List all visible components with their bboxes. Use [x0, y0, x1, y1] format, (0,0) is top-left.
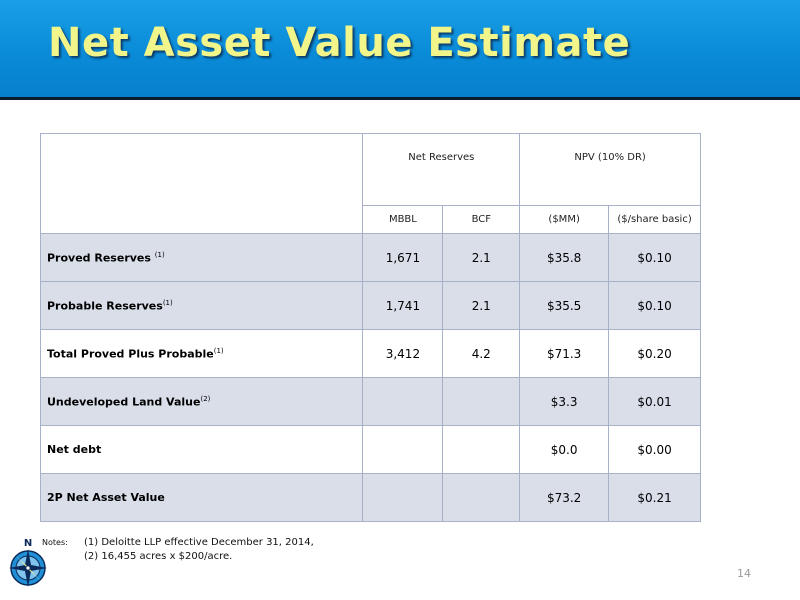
share-header: ($/share basic)	[608, 205, 701, 234]
header-blank-cell	[39, 133, 364, 234]
row-label: Probable Reserves(1)	[39, 281, 364, 330]
share-cell: $0.10	[608, 233, 701, 282]
bcf-cell	[442, 425, 521, 474]
table-row: Net debt $0.0 $0.00	[39, 425, 701, 474]
bcf-cell: 2.1	[442, 233, 521, 282]
footnote-item: (1) Deloitte LLP effective December 31, …	[84, 537, 314, 548]
row-label: Proved Reserves (1)	[39, 233, 364, 282]
table-row: Proved Reserves (1) 1,671 2.1 $35.8 $0.1…	[39, 233, 701, 282]
row-label: Undeveloped Land Value(2)	[39, 377, 364, 426]
mbbl-cell: 1,741	[362, 281, 444, 330]
table-row: Probable Reserves(1) 1,741 2.1 $35.5 $0.…	[39, 281, 701, 330]
mbbl-cell	[362, 425, 444, 474]
title-banner: Net Asset Value Estimate	[0, 0, 800, 100]
share-cell: $0.21	[608, 473, 701, 522]
mm-cell: $71.3	[519, 329, 610, 378]
table-row: 2P Net Asset Value $73.2 $0.21	[39, 473, 701, 522]
compass-north-letter: N	[24, 538, 32, 549]
notes-label: Notes:	[42, 538, 68, 547]
page-number: 14	[737, 567, 751, 580]
mbbl-cell: 1,671	[362, 233, 444, 282]
mbbl-header: MBBL	[362, 205, 444, 234]
bcf-header: BCF	[442, 205, 521, 234]
table-row: Total Proved Plus Probable(1) 3,412 4.2 …	[39, 329, 701, 378]
mm-cell: $35.8	[519, 233, 610, 282]
footnote-item: (2) 16,455 acres x $200/acre.	[84, 551, 233, 562]
mm-header: ($MM)	[519, 205, 610, 234]
nav-table: Net Reserves NPV (10% DR) MBBL BCF ($MM)…	[39, 133, 701, 522]
share-cell: $0.01	[608, 377, 701, 426]
bcf-cell: 2.1	[442, 281, 521, 330]
share-cell: $0.10	[608, 281, 701, 330]
share-cell: $0.20	[608, 329, 701, 378]
notes-list: (1) Deloitte LLP effective December 31, …	[84, 537, 314, 565]
slide-title: Net Asset Value Estimate	[48, 20, 631, 66]
row-label: Total Proved Plus Probable(1)	[39, 329, 364, 378]
mm-cell: $73.2	[519, 473, 610, 522]
mbbl-cell	[362, 473, 444, 522]
mm-cell: $0.0	[519, 425, 610, 474]
bcf-cell: 4.2	[442, 329, 521, 378]
bcf-cell	[442, 473, 521, 522]
mm-cell: $35.5	[519, 281, 610, 330]
share-cell: $0.00	[608, 425, 701, 474]
compass-icon: N	[9, 538, 47, 587]
mbbl-cell: 3,412	[362, 329, 444, 378]
row-label: Net debt	[39, 425, 364, 474]
net-reserves-header: Net Reserves	[362, 133, 521, 206]
mbbl-cell	[362, 377, 444, 426]
bcf-cell	[442, 377, 521, 426]
mm-cell: $3.3	[519, 377, 610, 426]
table-row: Undeveloped Land Value(2) $3.3 $0.01	[39, 377, 701, 426]
npv-header: NPV (10% DR)	[519, 133, 701, 206]
row-label: 2P Net Asset Value	[39, 473, 364, 522]
